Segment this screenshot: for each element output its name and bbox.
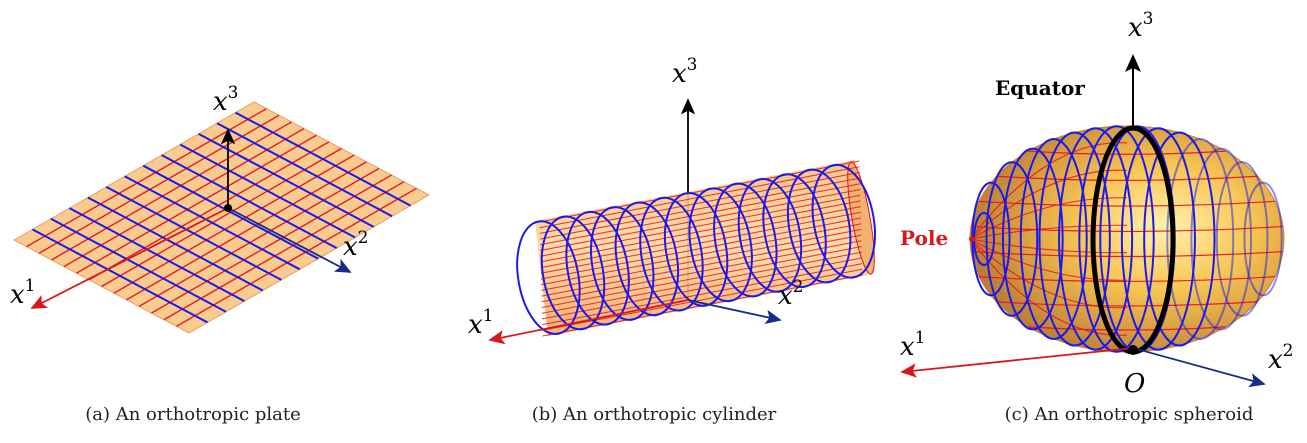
axis-x1-arrow [30,207,229,309]
spheroid-red-latitude [978,276,1276,282]
cylinder-blue-ring [737,177,803,293]
plate-x3-label: x3 [213,83,239,117]
spheroid-blue-ring [1166,138,1235,340]
cylinder-red-line [540,194,861,257]
cylinder-blue-ring [786,168,852,284]
cylinder-blue-ring [639,196,704,312]
cylinder-blue-ring [516,220,581,335]
plate-red-line [51,121,292,261]
plate-blue-line [68,207,245,303]
sph-x2-label: x2 [1268,341,1294,375]
cylinder-red-line [540,206,861,269]
plate-red-line [38,114,280,254]
spheroid-blue-ring [1058,127,1134,351]
plate-red-line [88,141,330,281]
panel-cylinder: x1 x2 x3 (b) An orthotropic cylinder [468,55,876,425]
spheroid-blue-ring [1190,147,1253,331]
cylinder-lines [516,160,876,337]
cylinder-red-line [540,211,861,274]
spheroid-blue-ring [1243,181,1283,297]
sph-x3-label: x3 [1128,9,1154,43]
axis-x2-arrow [227,207,352,273]
cylinder-blue-ring [565,210,630,326]
spheroid-red-meridian [969,238,1128,281]
plate-blue-line [87,196,264,292]
equator-label: Equator [995,76,1085,100]
plate-x2-label: x2 [343,228,369,262]
cylinder-blue-ring [614,201,680,317]
plate-blue-line [124,175,301,271]
cylinder-blue-ring [713,182,778,298]
spheroid-lines [969,125,1284,355]
spheroid-red-latitude [1028,326,1226,331]
cyl-x2-label: x2 [778,277,804,311]
plate-red-line [176,187,417,327]
cyl-x1-label: x1 [468,306,494,340]
plate-red-line [113,154,355,294]
cylinder-red-line [541,234,862,297]
cyl-x3-label: x3 [672,55,698,89]
plate-x1-label: x1 [10,276,36,310]
axis-x2-arrow-c [1132,347,1266,388]
spheroid-pole-dot [969,236,975,242]
plate-blue-line [235,111,412,207]
spheroid-red-latitude [978,200,1276,207]
cylinder-blue-ring [688,187,753,303]
plate-blue-line [179,143,356,239]
plate-blue-line [161,154,338,249]
spheroid-origin-dot [1128,345,1138,355]
plate-red-line [76,134,317,274]
plate-red-line [138,167,380,307]
plate-red-line [63,128,305,268]
cylinder-blue-ring [663,192,729,307]
plate-blue-line [31,228,208,324]
spheroid-red-latitude [970,250,1284,258]
cylinder-blue-ring [811,163,876,279]
cylinder-red-line [541,257,863,320]
spheroid-blue-ring [985,161,1039,317]
spheroid-blue-ring [1019,138,1088,340]
spheroid-blue-ring [1038,131,1111,347]
spheroid-red-latitude [1028,150,1226,155]
spheroid-blue-ring [1001,147,1064,331]
spheroid-red-meridian [969,197,1128,240]
plate-red-line [151,174,392,314]
origin-label: O [1124,369,1145,399]
plate-origin-dot [224,204,232,212]
spheroid-red-latitude [970,225,1284,233]
axis-x2-arrow-b [687,299,782,324]
panel-spheroid: Equator Pole O x1 x2 x3 (c) An orthotrop… [900,9,1294,425]
plate-red-line [126,161,367,301]
axis-x1-arrow-b [488,299,689,345]
plate-blue-line [216,122,393,218]
plate-red-line [101,147,342,288]
caption-plate: (a) An orthotropic plate [85,404,301,425]
panel-plate: x1 x2 x3 (a) An orthotropic plate [10,83,431,425]
spheroid-blue-ring [1120,127,1196,351]
spheroid-blue-ring [1215,161,1269,317]
spheroid-blue-ring [1143,131,1216,347]
cylinder-red-line [539,171,860,234]
plate-blue-line [142,164,319,260]
spheroid-red-latitude [996,301,1258,307]
sph-x1-label: x1 [900,328,926,362]
cylinder-red-line [541,240,862,303]
cylinder-blue-ring [762,173,827,289]
cylinder-red-line [540,200,861,263]
plate-blue-line [50,217,227,313]
cylinder-blue-ring [540,215,606,331]
axis-x1-arrow-c [900,347,1134,378]
plate-blue-line [105,186,282,281]
caption-cylinder: (b) An orthotropic cylinder [532,404,777,425]
plate-grid-lines [26,108,417,327]
cylinder-blue-ring [590,206,655,321]
spheroid-blue-ring [1078,125,1155,353]
pole-label: Pole [900,226,948,250]
plate-red-line [163,181,405,321]
caption-spheroid: (c) An orthotropic spheroid [1005,404,1254,425]
